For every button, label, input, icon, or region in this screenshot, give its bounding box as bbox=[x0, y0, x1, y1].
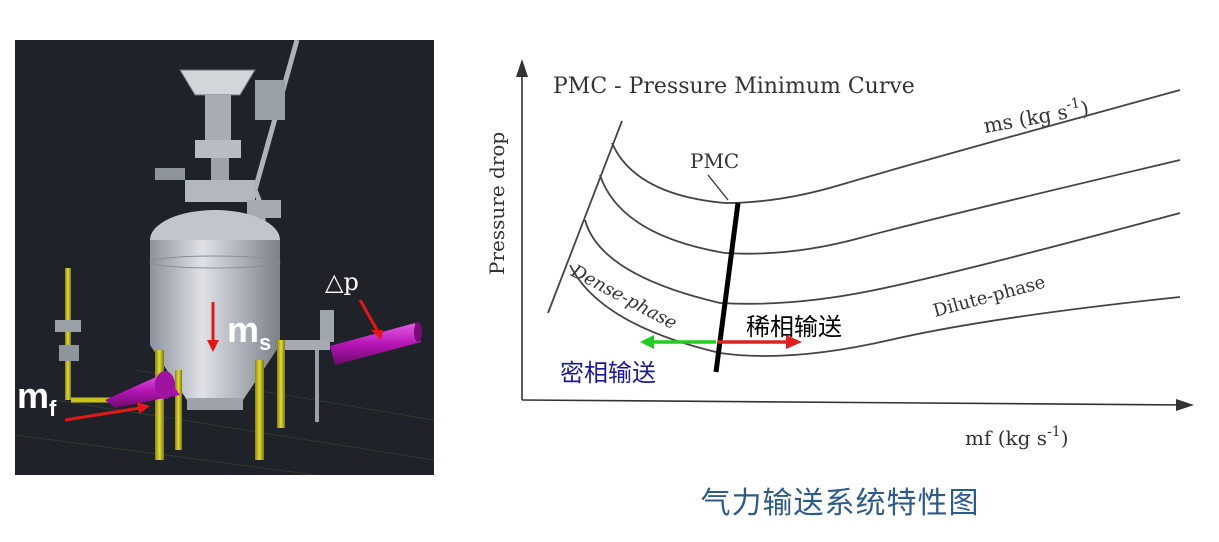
pmc-leader bbox=[707, 174, 729, 201]
x-axis-label: mf (kg s-1) bbox=[965, 424, 1069, 450]
conveying-pipe-left bbox=[105, 371, 180, 408]
dense-phase-label: Dense-phase bbox=[567, 260, 681, 334]
pressure-vessel bbox=[149, 210, 281, 410]
dense-cn-label: 密相输送 bbox=[560, 359, 656, 387]
feed-pipe bbox=[252, 40, 300, 225]
curve-2 bbox=[599, 159, 1181, 255]
equipment-render: ms mf △p bbox=[15, 40, 434, 475]
mf-label: mf bbox=[17, 375, 57, 421]
dilute-cn-label: 稀相输送 bbox=[746, 313, 842, 341]
x-axis-arrow-icon bbox=[1176, 399, 1194, 411]
curve-3 bbox=[584, 212, 1181, 305]
ms-label: ms bbox=[227, 309, 271, 355]
curve-4 bbox=[569, 264, 1181, 357]
dilute-arrow bbox=[718, 335, 802, 349]
conveying-pipe-right bbox=[285, 310, 422, 422]
mf-arrow bbox=[64, 402, 150, 422]
dense-arrow bbox=[640, 335, 716, 349]
pressure-chart: PMC - Pressure Minimum Curve Pressure dr… bbox=[460, 35, 1219, 475]
pmc-label: PMC bbox=[690, 149, 739, 173]
support-legs bbox=[155, 340, 285, 460]
curve-1 bbox=[611, 89, 1181, 204]
dp-label: △p bbox=[325, 268, 359, 296]
y-axis-label: Pressure drop bbox=[485, 132, 509, 275]
chart-axes bbox=[521, 63, 1191, 406]
pmc-line bbox=[713, 202, 741, 373]
series-label: ms (kg s-1) bbox=[981, 94, 1090, 138]
chart-title: PMC - Pressure Minimum Curve bbox=[553, 74, 915, 99]
feed-hopper bbox=[155, 69, 281, 218]
dense-boundary-line bbox=[547, 120, 623, 314]
ms-curves bbox=[547, 89, 1181, 357]
dp-arrow bbox=[358, 299, 383, 340]
ms-arrow bbox=[207, 302, 219, 352]
y-axis-arrow-icon bbox=[516, 59, 528, 77]
figure-caption: 气力输送系统特性图 bbox=[700, 486, 980, 521]
